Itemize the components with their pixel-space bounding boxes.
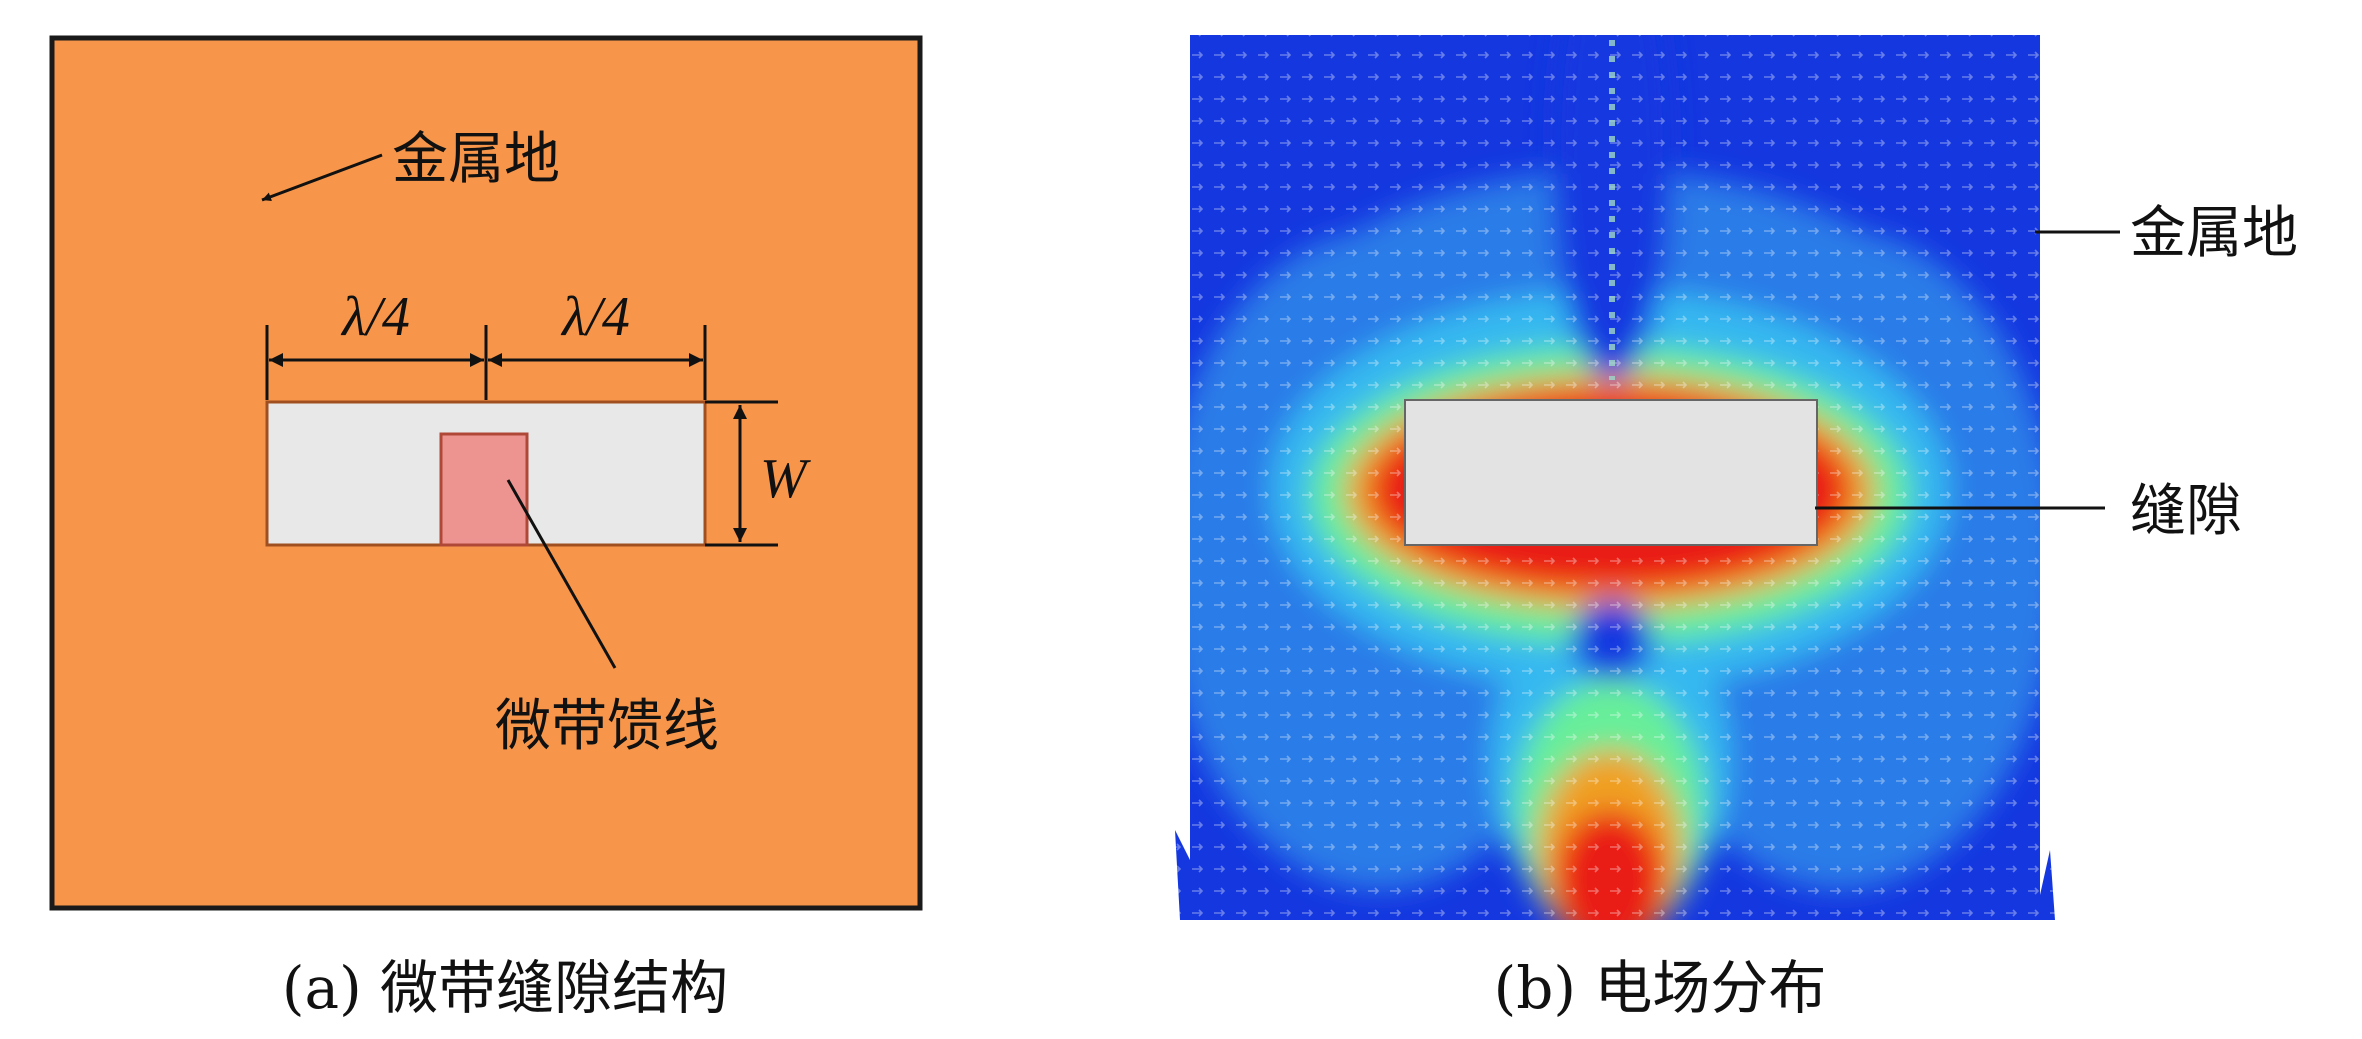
feed-label: 微带馈线 bbox=[495, 694, 719, 759]
ground-label-a: 金属地 bbox=[392, 127, 560, 192]
slot-rect-b bbox=[1404, 399, 1818, 546]
caption-a: (a) 微带缝隙结构 bbox=[282, 954, 728, 1022]
panel-a: 金属地 λ/4 λ/4 W 微带馈线 (a) 微带缝隙结构 bbox=[49, 35, 923, 1022]
feed-pointer-line bbox=[506, 479, 617, 669]
ground-label-b: 金属地 bbox=[2130, 201, 2298, 266]
caption-b: (b) 电场分布 bbox=[1494, 954, 1827, 1022]
ground-pointer-arrow bbox=[261, 153, 383, 202]
dimension-quarter-wave: λ/4 λ/4 bbox=[265, 286, 707, 400]
dim-label-width: W bbox=[760, 448, 811, 510]
panel-b: 金属地 缝隙 (b) 电场分布 bbox=[1175, 35, 2298, 1022]
dim-label-left: λ/4 bbox=[340, 286, 410, 348]
dim-label-right: λ/4 bbox=[560, 286, 630, 348]
dimension-width: W bbox=[705, 400, 811, 547]
slot-label: 缝隙 bbox=[2130, 479, 2242, 544]
